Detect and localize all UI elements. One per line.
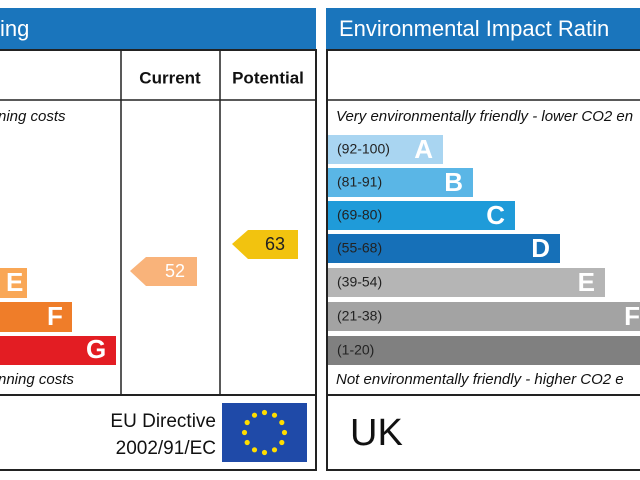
star <box>271 447 278 453</box>
star <box>244 419 250 426</box>
band-letter: A <box>414 134 433 164</box>
star <box>261 449 268 456</box>
band-letter: F <box>624 301 640 331</box>
band-range: (39-54) <box>337 274 382 290</box>
star <box>244 439 250 446</box>
band-range: (21-38) <box>337 308 382 324</box>
star <box>241 429 248 436</box>
panel-title: ing <box>0 16 29 41</box>
band <box>328 135 443 164</box>
star <box>279 439 285 446</box>
star <box>279 419 285 426</box>
current-arrow <box>130 257 197 286</box>
potential-arrow <box>232 230 298 259</box>
potential-rating: 63 <box>265 234 285 254</box>
band <box>328 268 605 297</box>
top-note: Very environmentally friendly - lower CO… <box>336 108 633 125</box>
band <box>328 302 640 331</box>
bottom-note: nning costs <box>0 371 74 388</box>
band <box>328 234 560 263</box>
band-letter: C <box>486 200 505 230</box>
country: UK <box>350 412 403 454</box>
band <box>328 336 640 365</box>
header-bar <box>0 8 316 50</box>
band-range: (92-100) <box>337 141 390 157</box>
directive-line: EU Directive <box>110 411 216 432</box>
band-list: (92-100) A (81-91) B (69-80) C (55-68) D (39-54)… <box>328 134 640 365</box>
star <box>281 429 288 436</box>
footer-frame <box>326 394 640 471</box>
star <box>251 412 258 418</box>
column-header: Potential <box>232 68 304 87</box>
band-letter: B <box>444 167 463 197</box>
eu-stars <box>241 409 288 456</box>
bottom-note: Not environmentally friendly - higher CO… <box>336 371 624 388</box>
band <box>0 302 72 332</box>
band <box>328 168 473 197</box>
band-range: (69-80) <box>337 207 382 223</box>
footer-frame <box>0 394 317 471</box>
band-range: (55-68) <box>337 240 382 256</box>
star <box>251 447 258 453</box>
header-bar <box>326 8 640 50</box>
column-header: Current <box>139 68 201 87</box>
star <box>261 409 268 416</box>
panel-title: Environmental Impact Ratin <box>339 16 609 41</box>
band-letter: E <box>6 267 23 297</box>
star <box>271 412 278 418</box>
directive-line: 2002/91/EC <box>116 438 216 459</box>
band-letter: F <box>47 301 63 331</box>
band <box>328 201 515 230</box>
band-range: (81-91) <box>337 174 382 190</box>
current-rating: 52 <box>165 261 185 281</box>
band-letter: D <box>531 233 550 263</box>
top-note: ning costs <box>0 108 66 125</box>
band <box>0 268 27 298</box>
band <box>0 336 116 365</box>
band-range: (1-20) <box>337 342 374 358</box>
band-letter: G <box>86 334 106 364</box>
band-letter: E <box>578 267 595 297</box>
